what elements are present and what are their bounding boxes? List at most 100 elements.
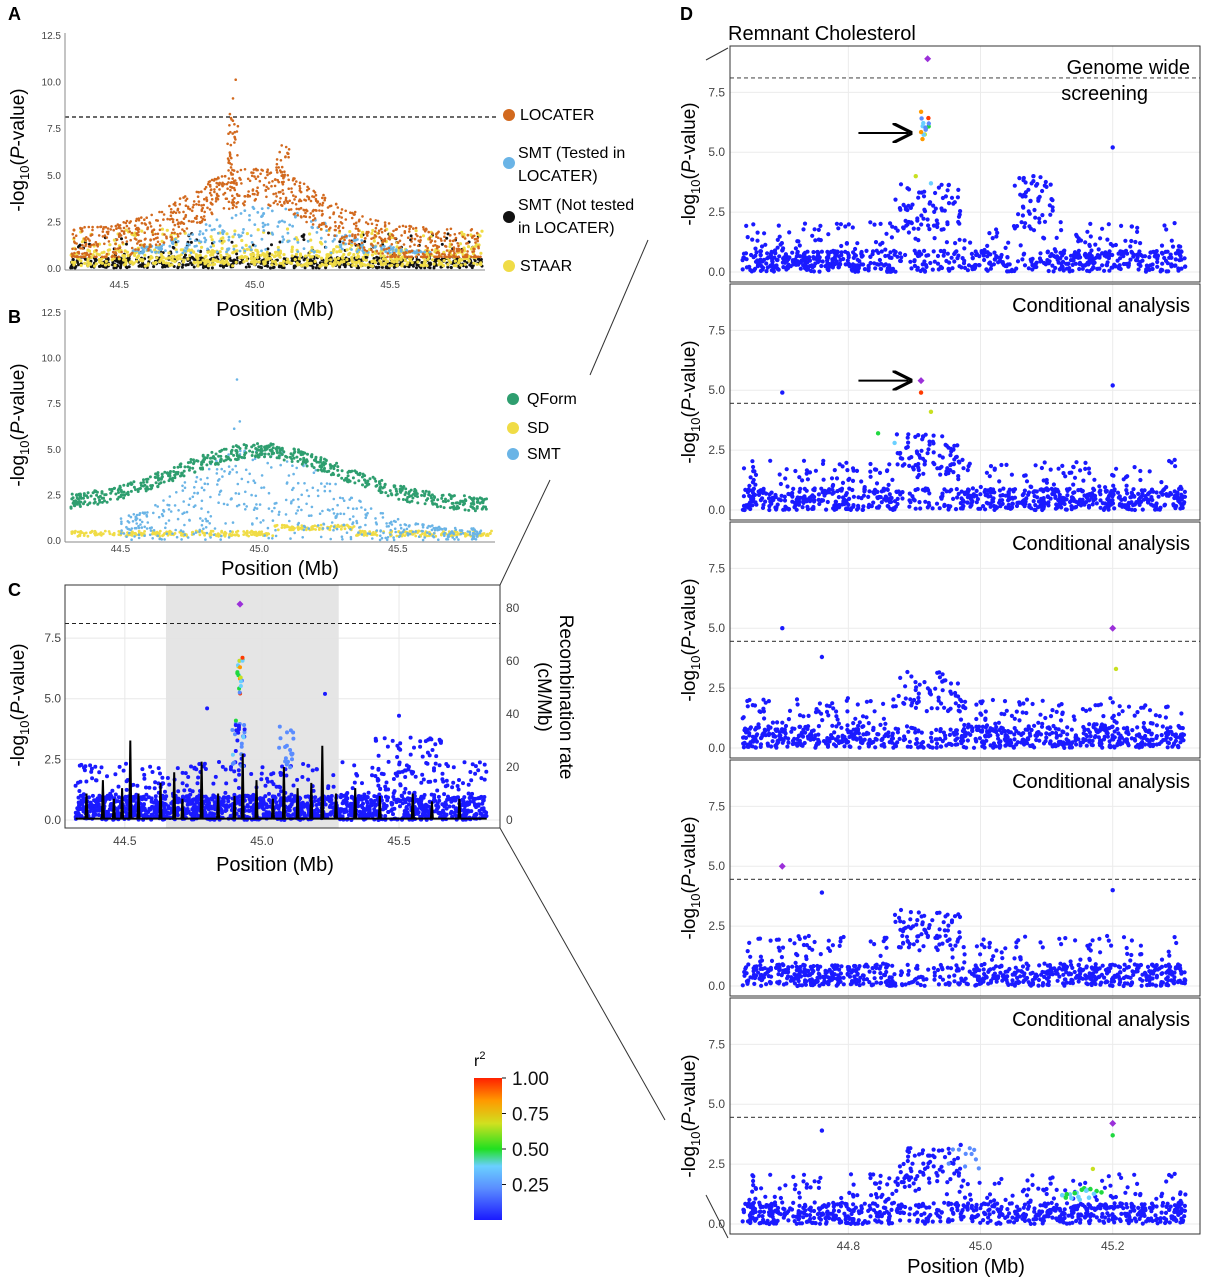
data-point-locater <box>197 190 200 194</box>
data-point-locater <box>89 245 92 249</box>
y-tick-label: 12.5 <box>42 31 62 42</box>
data-point-smt <box>393 527 397 530</box>
data-point-smt <box>385 538 389 542</box>
data-point-qform <box>168 472 172 475</box>
data-point-staar <box>383 261 387 265</box>
data-point-smt <box>139 523 142 526</box>
data-point-qform <box>383 483 387 487</box>
data-point-smt-tested <box>164 249 167 253</box>
data-point-locater <box>406 236 410 239</box>
legend-dot-smt-not-tested <box>503 211 515 223</box>
data-point-staar <box>379 260 383 264</box>
data-point-qform <box>182 474 186 478</box>
data-point-locater <box>195 221 199 224</box>
data-point-smt-not-tested <box>218 264 222 268</box>
data-point-qform <box>451 494 455 498</box>
data-point-staar <box>209 253 213 257</box>
data-point-smt-not-tested <box>419 266 423 270</box>
data-point-locater <box>276 178 280 182</box>
data-point-locater <box>270 184 273 188</box>
data-point-locater <box>256 186 259 189</box>
data-point-qform <box>240 455 244 459</box>
data-point-locater <box>130 252 133 255</box>
data-point-locater <box>308 215 312 219</box>
data-point-locater <box>461 235 465 239</box>
data-point-sd <box>488 531 492 535</box>
data-point-smt-tested <box>288 223 292 227</box>
data-point-staar <box>256 253 260 257</box>
data-point-locater <box>73 251 76 255</box>
data-point-smt <box>181 484 184 488</box>
data-point-locater <box>425 255 429 259</box>
data-point-smt <box>374 521 378 524</box>
data-point-qform <box>209 456 212 460</box>
data-point-locater <box>293 212 297 215</box>
data-point-locater <box>392 229 395 233</box>
data-point-smt <box>444 528 447 531</box>
data-point-qform <box>142 480 145 484</box>
data-point-smt <box>209 515 213 518</box>
data-point-qform <box>235 450 239 454</box>
data-point-smt <box>149 529 153 532</box>
data-point-staar <box>256 228 260 232</box>
data-point-qform <box>389 492 393 496</box>
data-point-locater <box>299 215 303 218</box>
data-point-smt <box>342 499 346 503</box>
data-point-locater <box>197 203 201 207</box>
data-point-smt <box>325 482 329 485</box>
data-point-snp <box>437 763 442 768</box>
data-point-smt <box>351 507 355 511</box>
data-point-smt <box>146 511 149 514</box>
data-point-staar <box>245 232 249 236</box>
data-point-snp <box>331 773 336 778</box>
data-point-locater <box>101 235 105 238</box>
data-point-locater <box>100 255 104 259</box>
data-point-staar <box>352 253 356 257</box>
data-point-smt-not-tested <box>69 265 73 268</box>
data-point-smt <box>455 535 459 539</box>
data-point-qform <box>484 507 488 511</box>
data-point-locater <box>283 200 286 204</box>
data-point-snp <box>306 777 311 782</box>
data-point-locater <box>95 255 98 259</box>
data-point-locater <box>372 236 375 240</box>
data-point-qform <box>172 466 176 469</box>
data-point-locater <box>379 244 383 247</box>
data-point-smt-tested <box>260 207 264 211</box>
data-point-locater <box>315 209 318 212</box>
data-point-staar <box>357 259 361 263</box>
data-point-locater <box>376 219 380 223</box>
data-point-qform <box>379 491 383 495</box>
data-point-locater <box>314 193 318 197</box>
data-point-sd <box>258 530 262 534</box>
data-point-staar <box>264 258 268 262</box>
data-point-sd <box>224 532 228 535</box>
data-point-smt <box>300 493 304 497</box>
data-point-qform <box>394 493 398 497</box>
data-point-locater <box>261 169 265 172</box>
data-point-qform <box>296 459 300 463</box>
data-point-locater <box>294 203 298 206</box>
data-point-smt <box>288 519 291 523</box>
data-point-smt <box>423 536 427 539</box>
data-point-staar <box>354 264 358 268</box>
data-point-smt <box>138 512 142 515</box>
data-point-locater <box>254 197 257 201</box>
data-point-smt <box>166 503 169 507</box>
data-point-snp <box>436 794 441 799</box>
data-point-locater <box>134 219 138 223</box>
data-point-locater <box>236 201 240 204</box>
data-point-qform <box>86 491 90 495</box>
data-point-locater <box>229 181 233 185</box>
data-point-locater <box>334 228 337 232</box>
data-point-smt-tested <box>248 245 252 249</box>
data-point-smt <box>341 538 344 541</box>
data-point-staar <box>122 254 127 258</box>
data-point-smt-not-tested <box>267 231 270 235</box>
data-point-smt <box>349 528 352 531</box>
data-point-locater <box>287 152 290 155</box>
data-point-staar <box>373 261 377 265</box>
data-point-smt <box>164 522 168 525</box>
data-point-staar <box>213 250 217 254</box>
data-point-staar <box>261 252 265 256</box>
